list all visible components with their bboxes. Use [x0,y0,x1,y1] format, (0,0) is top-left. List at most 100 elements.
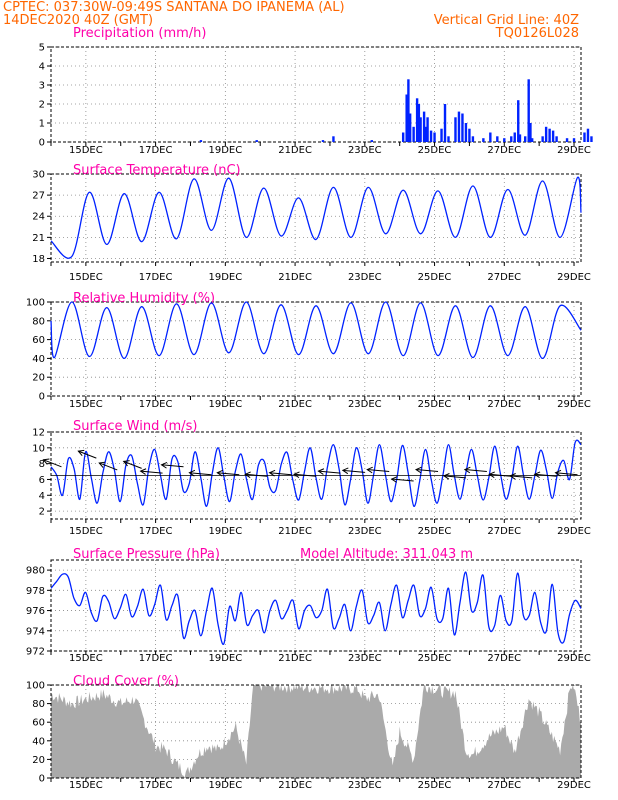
wind-arrow-head [317,468,325,475]
precip-bar [517,100,520,142]
wind-arrow [510,475,533,479]
x-tick-label: 29DEC [557,399,591,410]
wind-arrow [391,478,414,482]
precip-bar [586,128,590,142]
wind-arrow-head [268,469,276,477]
wind-arrow-head [292,471,300,479]
x-tick-label: 17DEC [139,526,173,537]
precip-bar [424,126,428,142]
precip-bar [548,128,551,142]
panel-4: 972 974 976 978 980 15DEC 17DEC 19DEC 21DEC 23DEC… [26,547,591,664]
x-tick-label: 21DEC [278,145,312,156]
y-tick-label: 974 [26,626,45,637]
x-tick-label: 27DEC [487,399,521,410]
precip-bar [332,136,335,142]
wind-arrow [464,469,487,473]
wind-arrow-head [42,458,50,465]
x-tick-label: 15DEC [69,145,103,156]
precip-bar [541,136,544,142]
x-tick-label: 19DEC [208,272,242,283]
x-tick-label: 19DEC [208,399,242,410]
wind-arrow [43,459,62,468]
wind-arrow [367,469,390,473]
precip-bar [417,104,421,142]
x-tick-label: 27DEC [487,526,521,537]
panel-frame-top [50,684,582,779]
x-tick-label: 23DEC [348,399,382,410]
y-tick-label: 100 [26,681,45,692]
wind-arrow [318,470,341,474]
wind-arrow-head [366,466,373,474]
y-tick-label: 60 [32,335,45,346]
y-tick-label: 972 [26,647,45,658]
x-tick-label: 21DEC [278,780,312,791]
x-tick-label: 25DEC [418,145,452,156]
wind-arrow [123,460,142,469]
wind-arrow [443,475,466,479]
wind-arrow-head [98,461,106,468]
wind-arrow-head [442,473,450,480]
series-line [50,439,582,507]
precip-bar [572,138,576,142]
wind-arrow-head [188,469,196,477]
precip-bar [454,117,457,142]
wind-arrow [269,472,292,476]
x-tick-label: 19DEC [208,780,242,791]
x-tick-label: 19DEC [208,653,242,664]
precip-bar [524,136,527,142]
precip-bar [555,136,558,142]
precip-bar [405,94,408,142]
panel-5: 0 20 40 60 80 100 15DEC 17DEC 19DEC 21DEC 23DEC 25D… [26,674,591,791]
wind-arrow [555,472,578,476]
x-tick-label: 25DEC [418,399,452,410]
precip-bar [518,134,522,142]
y-tick-label: 30 [32,170,45,181]
wind-arrow-head [160,461,168,469]
precip-bar [412,126,415,142]
precip-bar [408,113,412,142]
wind-arrow-head [244,471,251,479]
x-tick-label: 15DEC [69,526,103,537]
panel-2: 0 20 40 60 80 100 15DEC 17DEC 19DEC 21DEC 23DEC 25D… [26,291,591,410]
header-model: TQ0126L028 [495,26,579,41]
series-line [50,301,582,360]
precip-bar [440,128,443,142]
y-tick-label: 20 [32,755,45,766]
precip-bar [590,136,593,142]
precip-bar [321,140,325,142]
precip-bar [370,140,373,142]
precip-bar [544,126,548,142]
y-tick-label: 4 [39,62,45,73]
wind-arrow-head [216,469,223,477]
x-tick-label: 15DEC [69,272,103,283]
panel-title: Cloud Cover (%) [73,674,179,689]
precip-bar [496,136,499,142]
x-tick-label: 21DEC [278,653,312,664]
x-tick-label: 29DEC [557,653,591,664]
x-tick-label: 27DEC [487,653,521,664]
wind-arrow-head [488,471,495,479]
y-tick-label: 978 [26,586,45,597]
precip-bar [529,123,532,142]
y-tick-label: 10 [32,443,45,454]
wind-arrow-head [122,460,130,467]
precip-bar [433,132,436,142]
precip-bar [429,130,433,142]
x-tick-label: 23DEC [348,780,382,791]
precip-bar [419,117,422,142]
x-tick-label: 19DEC [208,145,242,156]
panel-subtitle: Model Altitude: 311.043 m [300,547,473,562]
y-tick-label: 24 [32,212,45,223]
wind-arrow [293,473,317,477]
precip-bar [255,140,258,142]
x-tick-label: 23DEC [348,526,382,537]
wind-arrow [534,473,557,477]
wind-arrow [99,462,118,471]
y-tick-label: 2 [39,507,45,518]
panel-frame [50,559,582,652]
wind-arrow [342,469,365,473]
y-tick-label: 976 [26,606,45,617]
header-grid-line: Vertical Grid Line: 40Z [434,13,579,28]
wind-arrow-head [139,468,147,475]
